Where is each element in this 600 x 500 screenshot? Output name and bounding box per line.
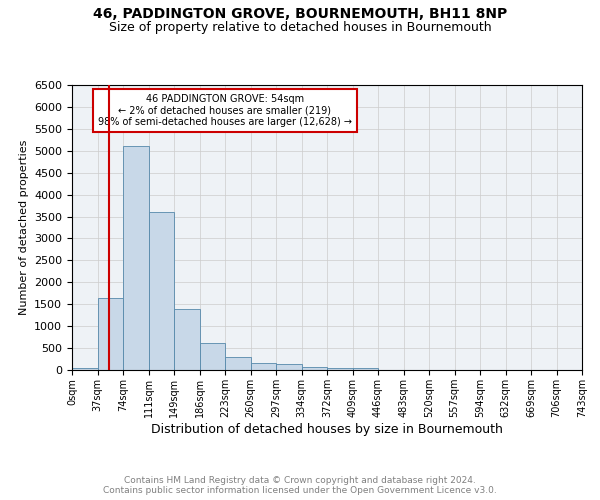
Bar xyxy=(72,368,97,370)
Bar xyxy=(199,343,225,370)
Bar xyxy=(225,357,251,370)
Bar xyxy=(149,212,174,370)
Bar xyxy=(327,368,353,370)
Bar xyxy=(302,367,327,370)
Text: Distribution of detached houses by size in Bournemouth: Distribution of detached houses by size … xyxy=(151,422,503,436)
Bar xyxy=(251,364,276,370)
Bar xyxy=(276,364,302,370)
Text: Size of property relative to detached houses in Bournemouth: Size of property relative to detached ho… xyxy=(109,21,491,34)
Bar xyxy=(123,146,149,370)
Bar xyxy=(353,368,378,370)
Text: 46 PADDINGTON GROVE: 54sqm
← 2% of detached houses are smaller (219)
98% of semi: 46 PADDINGTON GROVE: 54sqm ← 2% of detac… xyxy=(98,94,352,126)
Text: 46, PADDINGTON GROVE, BOURNEMOUTH, BH11 8NP: 46, PADDINGTON GROVE, BOURNEMOUTH, BH11 … xyxy=(93,8,507,22)
Text: Contains HM Land Registry data © Crown copyright and database right 2024.
Contai: Contains HM Land Registry data © Crown c… xyxy=(103,476,497,495)
Bar xyxy=(174,308,199,370)
Y-axis label: Number of detached properties: Number of detached properties xyxy=(19,140,29,315)
Bar xyxy=(97,298,123,370)
